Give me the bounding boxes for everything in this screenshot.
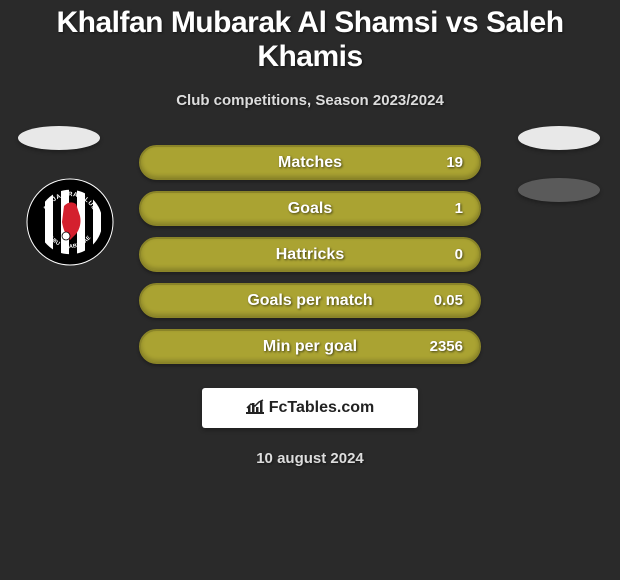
stat-label: Hattricks <box>276 246 344 264</box>
player-oval-right <box>518 126 600 150</box>
stat-value: 0 <box>455 246 463 263</box>
stat-value: 1 <box>455 200 463 217</box>
stat-value: 0.05 <box>434 292 463 309</box>
stat-row: Matches 19 <box>0 145 620 180</box>
stat-label: Goals <box>288 200 332 218</box>
stat-value: 2356 <box>430 338 463 355</box>
page-title: Khalfan Mubarak Al Shamsi vs Saleh Khami… <box>0 0 620 74</box>
stat-label: Matches <box>278 154 342 172</box>
chart-icon <box>246 398 264 419</box>
stat-pill: Min per goal 2356 <box>139 329 481 364</box>
stat-row: Goals per match 0.05 <box>0 283 620 318</box>
stat-row: Min per goal 2356 <box>0 329 620 364</box>
stat-value: 19 <box>446 154 463 171</box>
stat-pill: Goals per match 0.05 <box>139 283 481 318</box>
stat-pill: Matches 19 <box>139 145 481 180</box>
club-badge-left: AL-JAZIRA CLUB ABU DHABI-UAE <box>26 178 114 266</box>
subtitle: Club competitions, Season 2023/2024 <box>0 92 620 109</box>
stat-label: Min per goal <box>263 338 357 356</box>
attribution-text: FcTables.com <box>269 399 375 417</box>
stat-pill: Goals 1 <box>139 191 481 226</box>
player-oval-left <box>18 126 100 150</box>
player-oval-right <box>518 178 600 202</box>
attribution-box: FcTables.com <box>202 388 418 428</box>
stat-label: Goals per match <box>247 292 372 310</box>
stat-pill: Hattricks 0 <box>139 237 481 272</box>
date-label: 10 august 2024 <box>0 450 620 467</box>
